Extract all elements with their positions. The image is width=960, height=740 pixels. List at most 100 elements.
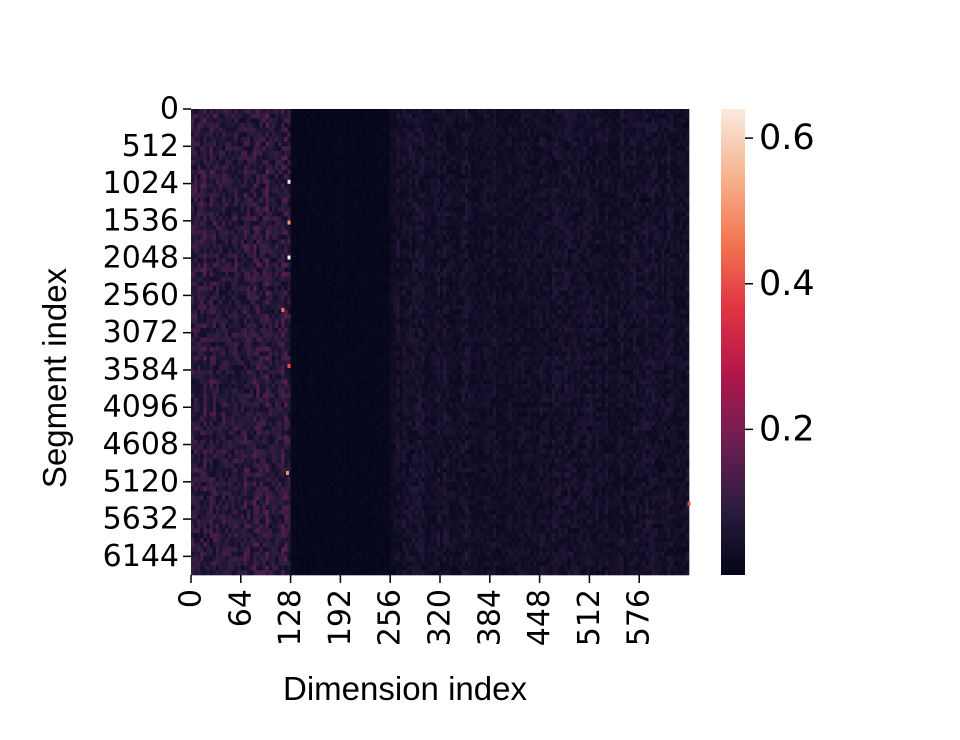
heatmap-cell — [312, 454, 315, 459]
heatmap-cell — [319, 263, 322, 268]
heatmap-cell — [322, 459, 325, 464]
heatmap-cell — [275, 286, 278, 291]
heatmap-cell — [225, 459, 228, 464]
heatmap-cell — [331, 514, 334, 519]
heatmap-cell — [300, 356, 303, 361]
heatmap-cell — [219, 286, 222, 291]
heatmap-cell — [325, 361, 328, 366]
heatmap-cell — [281, 570, 284, 575]
heatmap-cell — [238, 109, 241, 114]
heatmap-cell — [228, 109, 231, 114]
heatmap-cell — [337, 547, 340, 552]
heatmap-cell — [222, 258, 225, 263]
heatmap-cell — [210, 170, 213, 175]
heatmap-cell — [334, 556, 337, 561]
heatmap-cell — [222, 109, 225, 114]
heatmap-cell — [319, 510, 322, 515]
heatmap-cell — [322, 188, 325, 193]
heatmap-cell — [191, 421, 194, 426]
heatmap-cell — [247, 337, 250, 342]
heatmap-cell — [235, 239, 238, 244]
heatmap-cell — [287, 151, 290, 156]
heatmap-cell — [228, 552, 231, 557]
heatmap-cell — [200, 249, 203, 254]
heatmap-cell — [325, 109, 328, 114]
heatmap-cell — [210, 412, 213, 417]
heatmap-cell — [309, 533, 312, 538]
heatmap-cell — [191, 295, 194, 300]
heatmap-cell — [275, 472, 278, 477]
heatmap-cell — [238, 184, 241, 189]
heatmap-cell — [228, 510, 231, 515]
heatmap-cell — [203, 426, 206, 431]
heatmap-cell — [216, 128, 219, 133]
heatmap-cell — [306, 561, 309, 566]
heatmap-cell — [300, 137, 303, 142]
heatmap-cell — [259, 514, 262, 519]
heatmap-cell — [337, 500, 340, 505]
heatmap-cell — [272, 202, 275, 207]
heatmap-cell — [247, 184, 250, 189]
heatmap-cell — [207, 412, 210, 417]
heatmap-cell — [263, 128, 266, 133]
heatmap-cell — [291, 365, 294, 370]
heatmap-cell — [275, 491, 278, 496]
heatmap-cell — [331, 309, 334, 314]
heatmap-cell — [319, 328, 322, 333]
heatmap-cell — [222, 174, 225, 179]
heatmap-cell — [337, 496, 340, 501]
heatmap-cell — [250, 267, 253, 272]
heatmap-cell — [244, 216, 247, 221]
heatmap-cell — [194, 468, 197, 473]
heatmap-cell — [306, 510, 309, 515]
heatmap-cell — [328, 328, 331, 333]
heatmap-cell — [272, 468, 275, 473]
heatmap-cell — [225, 226, 228, 231]
heatmap-cell — [250, 151, 253, 156]
heatmap-cell — [294, 300, 297, 305]
heatmap-cell — [253, 170, 256, 175]
heatmap-cell — [235, 328, 238, 333]
heatmap-cell — [263, 267, 266, 272]
heatmap-cell — [269, 524, 272, 529]
heatmap-cell — [281, 202, 284, 207]
heatmap-cell — [191, 505, 194, 510]
heatmap-cell — [238, 379, 241, 384]
heatmap-cell — [231, 132, 234, 137]
heatmap-cell — [203, 356, 206, 361]
heatmap-cell — [194, 114, 197, 119]
heatmap-cell — [259, 398, 262, 403]
heatmap-cell — [207, 146, 210, 151]
heatmap-cell — [247, 114, 250, 119]
heatmap-cell — [200, 137, 203, 142]
heatmap-cell — [325, 412, 328, 417]
heatmap-cell — [225, 132, 228, 137]
heatmap-cell — [250, 244, 253, 249]
heatmap-cell — [263, 361, 266, 366]
heatmap-cell — [231, 505, 234, 510]
heatmap-cell — [213, 435, 216, 440]
heatmap-cell — [263, 398, 266, 403]
heatmap-cell — [300, 216, 303, 221]
heatmap-cell — [284, 445, 287, 450]
heatmap-cell — [284, 542, 287, 547]
heatmap-cell — [322, 449, 325, 454]
heatmap-cell — [238, 202, 241, 207]
heatmap-cell — [197, 463, 200, 468]
heatmap-cell — [253, 454, 256, 459]
heatmap-cell — [228, 486, 231, 491]
heatmap-cell — [200, 482, 203, 487]
heatmap-cell — [272, 253, 275, 258]
heatmap-cell — [322, 496, 325, 501]
heatmap-cell — [334, 132, 337, 137]
heatmap-cell — [191, 198, 194, 203]
heatmap-cell — [322, 486, 325, 491]
heatmap-cell — [322, 542, 325, 547]
heatmap-cell — [312, 170, 315, 175]
heatmap-cell — [281, 212, 284, 217]
heatmap-cell — [263, 216, 266, 221]
heatmap-cell — [269, 295, 272, 300]
heatmap-cell — [259, 463, 262, 468]
heatmap-cell — [284, 291, 287, 296]
heatmap-cell — [337, 267, 340, 272]
